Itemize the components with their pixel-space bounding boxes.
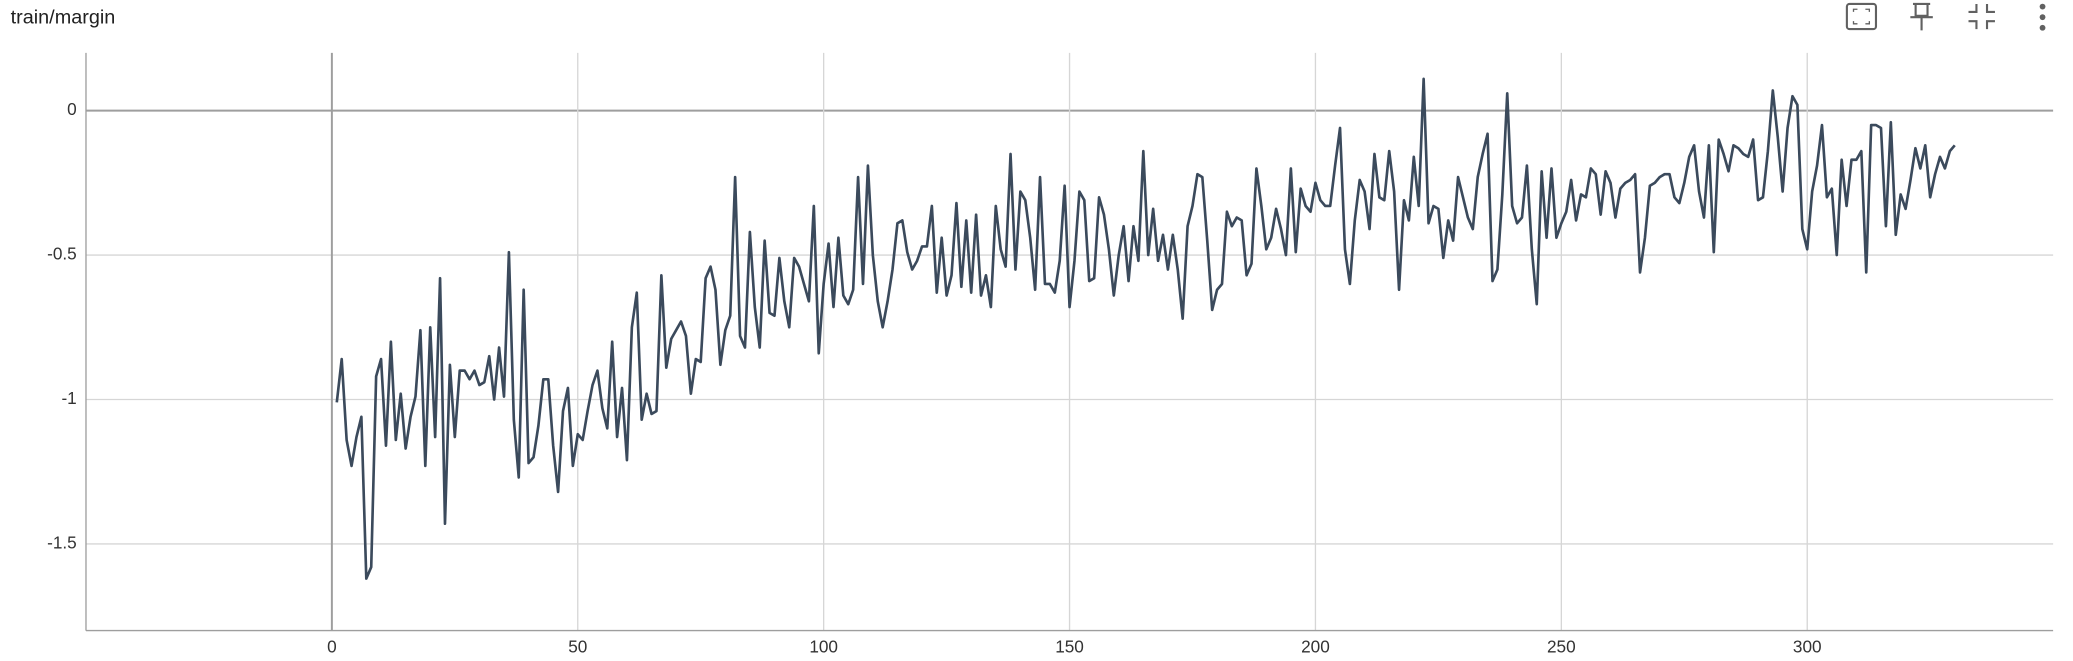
x-tick-label: 200 [1301,636,1330,656]
x-tick-label: 150 [1055,636,1084,656]
x-tick-label: 300 [1793,636,1822,656]
y-tick-label: -1 [61,388,76,408]
fit-domain-button[interactable] [1845,2,1878,31]
y-tick-label: 0 [67,99,77,119]
x-tick-label: 50 [568,636,587,656]
pin-button[interactable] [1910,2,1933,31]
x-tick-label: 250 [1547,636,1576,656]
x-tick-label: 100 [809,636,838,656]
toolbar [1845,2,2046,31]
y-tick-label: -0.5 [47,244,77,264]
more-button[interactable] [2039,3,2046,31]
y-tick-label: -1.5 [47,532,77,552]
series-line [335,77,1956,580]
collapse-button[interactable] [1968,3,1995,30]
x-tick-label: 0 [327,636,337,656]
chart-title: train/margin [11,7,116,29]
